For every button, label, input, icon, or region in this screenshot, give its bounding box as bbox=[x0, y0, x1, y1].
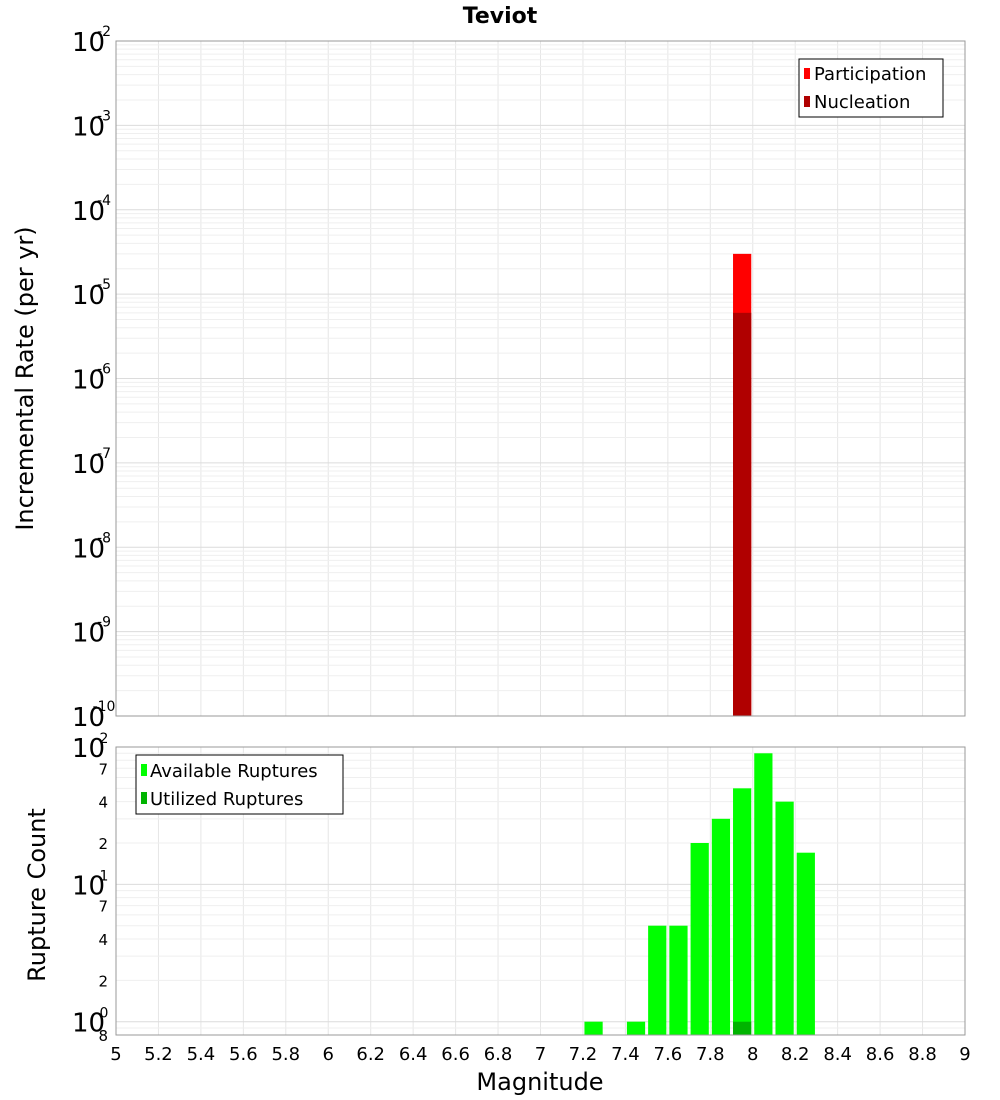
x-tick-label: 5.8 bbox=[271, 1044, 300, 1065]
x-tick-label: 8 bbox=[747, 1044, 758, 1065]
x-tick-label: 6.2 bbox=[356, 1044, 385, 1065]
top-legend-box bbox=[798, 58, 944, 118]
bottom-bar-0 bbox=[733, 788, 752, 1035]
x-tick-label: 6.6 bbox=[441, 1044, 470, 1065]
top-y-tick-exponent: -9 bbox=[97, 615, 111, 631]
legend-swatch-participation bbox=[804, 68, 810, 79]
x-tick-label: 5.6 bbox=[229, 1044, 258, 1065]
x-axis-label: Magnitude bbox=[476, 1068, 603, 1096]
x-tick-label: 6 bbox=[323, 1044, 334, 1065]
top-bar-1 bbox=[733, 312, 752, 716]
top-grid bbox=[115, 40, 966, 717]
bottom-bar-0 bbox=[626, 1021, 646, 1035]
bottom-y-tick-exponent: 0 bbox=[100, 1006, 109, 1022]
bottom-y-minor-tick-label: 4 bbox=[98, 931, 108, 949]
legend-label-participation: Participation bbox=[814, 64, 926, 85]
top-y-tick-label: 10 bbox=[72, 703, 105, 733]
top-y-tick-exponent: -8 bbox=[97, 530, 111, 546]
top-y-tick-label: 10 bbox=[72, 28, 105, 58]
bottom-y-tick-label: 10 bbox=[72, 1009, 105, 1039]
bottom-bar-0 bbox=[690, 843, 709, 1035]
top-y-tick-label: 10 bbox=[72, 112, 105, 142]
top-y-tick-label: 10 bbox=[72, 619, 105, 649]
legend-swatch-available-ruptures bbox=[141, 764, 147, 776]
top-y-tick-label: 10 bbox=[72, 450, 105, 480]
legend-label-available-ruptures: Available Ruptures bbox=[150, 761, 318, 782]
bottom-y-tick-label: 10 bbox=[72, 734, 105, 764]
legend-swatch-utilized-ruptures bbox=[141, 792, 147, 804]
bottom-bar-0 bbox=[796, 852, 815, 1035]
bottom-y-tick-exponent: 1 bbox=[100, 868, 109, 884]
bottom-y-minor-tick-label: 2 bbox=[98, 972, 108, 990]
x-ticks: 5 5.2 5.4 5.6 5.8 6 6.2 6.4 6.6 6.8 7 7.2 7.4 7.6 7.8 8… bbox=[110, 1044, 970, 1065]
bottom-y-minor-tick-label: 7 bbox=[98, 760, 108, 778]
x-tick-label: 7 bbox=[535, 1044, 546, 1065]
bottom-y-minor-tick-label: 7 bbox=[98, 898, 108, 916]
x-tick-label: 7.8 bbox=[696, 1044, 725, 1065]
x-tick-label: 7.4 bbox=[611, 1044, 640, 1065]
bottom-y-minor-tick-label: 2 bbox=[98, 835, 108, 853]
legend-label-nucleation: Nucleation bbox=[814, 92, 910, 113]
top-y-tick-exponent: -2 bbox=[97, 24, 111, 40]
x-tick-label: 8.2 bbox=[781, 1044, 810, 1065]
bottom-grid bbox=[115, 746, 966, 1036]
x-tick-label: 8.4 bbox=[823, 1044, 852, 1065]
x-tick-label: 5.4 bbox=[187, 1044, 216, 1065]
x-tick-label: 7.2 bbox=[569, 1044, 598, 1065]
x-tick-label: 7.6 bbox=[654, 1044, 683, 1065]
bottom-bar-0 bbox=[669, 925, 688, 1035]
chart-title: Teviot bbox=[463, 4, 538, 29]
bottom-legend: Available Ruptures Utilized Ruptures bbox=[135, 754, 344, 815]
x-tick-label: 9 bbox=[959, 1044, 970, 1065]
bottom-bar-0 bbox=[775, 801, 794, 1035]
bottom-plot-frame bbox=[115, 746, 966, 1036]
top-y-tick-exponent: -5 bbox=[97, 277, 111, 293]
x-tick-label: 5 bbox=[110, 1044, 121, 1065]
top-plot-frame bbox=[115, 40, 966, 717]
top-y-tick-label: 10 bbox=[72, 366, 105, 396]
bottom-y-minor-tick-label: 4 bbox=[98, 794, 108, 812]
bottom-bar-1 bbox=[733, 1021, 752, 1035]
bottom-y-minor-tick-label: 8 bbox=[98, 1027, 108, 1045]
bottom-bars bbox=[584, 753, 815, 1035]
top-y-tick-exponent: -3 bbox=[97, 108, 111, 124]
bottom-bar-0 bbox=[648, 925, 667, 1035]
top-y-tick-exponent: -7 bbox=[97, 446, 111, 462]
legend-swatch-nucleation bbox=[804, 96, 810, 107]
bottom-y-tick-exponent: 2 bbox=[100, 731, 109, 747]
bottom-bar-0 bbox=[584, 1021, 603, 1035]
bottom-bar-0 bbox=[754, 753, 773, 1035]
top-legend: Participation Nucleation bbox=[798, 58, 944, 118]
x-tick-label: 8.6 bbox=[866, 1044, 895, 1065]
top-y-tick-label: 10 bbox=[72, 281, 105, 311]
bottom-y-axis-label: Rupture Count bbox=[23, 808, 51, 982]
x-tick-label: 5.2 bbox=[144, 1044, 173, 1065]
bottom-legend-box bbox=[135, 754, 344, 815]
top-y-tick-exponent: -10 bbox=[93, 699, 116, 715]
top-bars bbox=[733, 253, 752, 716]
x-tick-label: 8.8 bbox=[908, 1044, 937, 1065]
x-tick-label: 6.4 bbox=[399, 1044, 428, 1065]
top-y-tick-label: 10 bbox=[72, 534, 105, 564]
bottom-bar-0 bbox=[711, 818, 731, 1035]
top-y-tick-exponent: -6 bbox=[97, 362, 111, 378]
x-tick-label: 6.8 bbox=[484, 1044, 513, 1065]
top-y-tick-label: 10 bbox=[72, 197, 105, 227]
bottom-y-tick-label: 10 bbox=[72, 871, 105, 901]
legend-label-utilized-ruptures: Utilized Ruptures bbox=[150, 789, 303, 810]
top-y-tick-exponent: -4 bbox=[97, 193, 111, 209]
top-y-axis-label: Incremental Rate (per yr) bbox=[11, 226, 39, 530]
